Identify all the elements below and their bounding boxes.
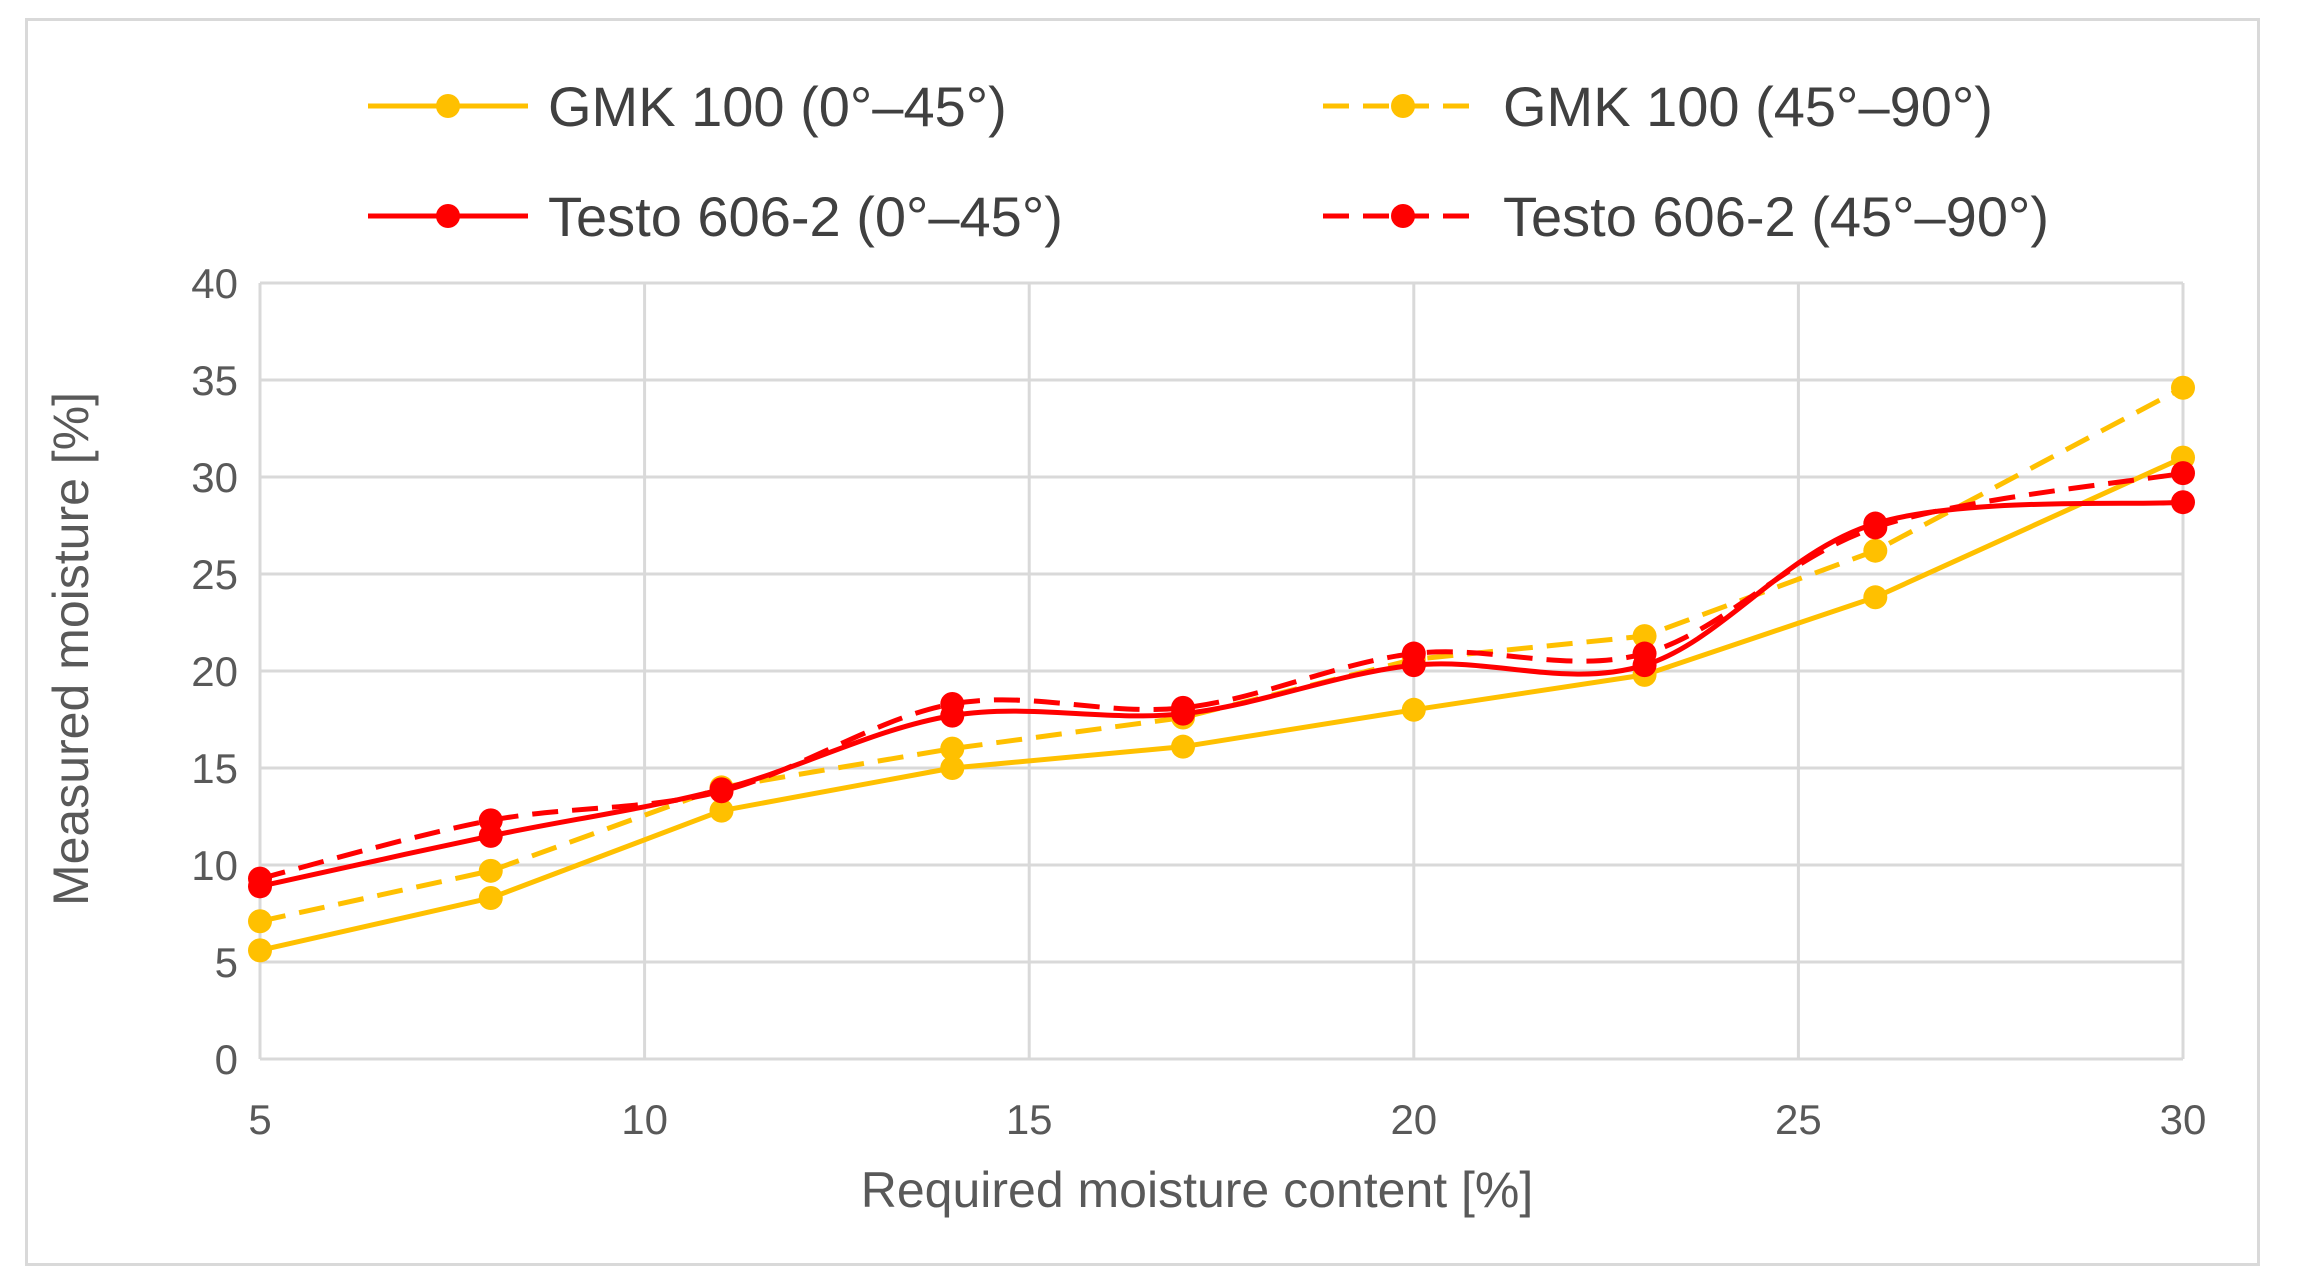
gridlines — [258, 281, 2185, 1061]
y-tick-label-1: 5 — [215, 939, 238, 986]
y-tick-label-6: 30 — [191, 454, 238, 501]
data-point-s3-4 — [1171, 695, 1196, 720]
series-line-0 — [259, 455, 2185, 953]
y-tick-label-8: 40 — [191, 260, 238, 307]
data-point-s1-7 — [1863, 538, 1888, 563]
x-tick-label-1: 10 — [621, 1096, 668, 1143]
legend-label-1: GMK 100 (45°–90°) — [1503, 75, 1993, 138]
data-point-s0-0 — [248, 938, 272, 963]
data-point-s0-5 — [1401, 697, 1426, 722]
series-2 — [248, 490, 2195, 899]
legend-label-3: Testo 606-2 (45°–90°) — [1503, 185, 2049, 248]
data-point-s3-6 — [1632, 641, 1657, 666]
y-axis-title: Measured moisture [%] — [43, 392, 99, 906]
y-tick-label-5: 25 — [191, 551, 238, 598]
legend-item-3: Testo 606-2 (45°–90°) — [1323, 185, 2049, 248]
data-point-s1-0 — [248, 909, 272, 934]
data-point-s3-3 — [940, 691, 965, 716]
series-line-3 — [259, 470, 2184, 882]
data-point-s0-1 — [478, 885, 503, 910]
x-tick-label-5: 30 — [2160, 1096, 2207, 1143]
x-tick-label-4: 25 — [1775, 1096, 1822, 1143]
data-point-s3-8 — [2171, 461, 2195, 486]
legend-swatch-marker-0 — [436, 94, 460, 118]
data-point-s1-3 — [940, 736, 965, 761]
legend-label-0: GMK 100 (0°–45°) — [548, 75, 1007, 138]
series-line-1 — [259, 385, 2185, 924]
x-tick-label-0: 5 — [248, 1096, 271, 1143]
y-tick-label-3: 15 — [191, 745, 238, 792]
series-1 — [248, 375, 2195, 934]
legend-item-0: GMK 100 (0°–45°) — [368, 75, 1007, 138]
legend-item-2: Testo 606-2 (0°–45°) — [368, 185, 1063, 248]
y-tick-label-4: 20 — [191, 648, 238, 695]
data-point-s0-3 — [940, 756, 965, 780]
data-point-s3-2 — [709, 779, 734, 804]
data-point-s2-8 — [2171, 490, 2195, 515]
legend: GMK 100 (0°–45°) GMK 100 (45°–90°) Testo 6… — [368, 75, 2049, 248]
legend-label-2: Testo 606-2 (0°–45°) — [548, 185, 1063, 248]
x-tick-label-2: 15 — [1006, 1096, 1053, 1143]
data-point-s1-1 — [478, 858, 503, 883]
data-point-s3-5 — [1401, 641, 1426, 666]
data-point-s0-7 — [1863, 585, 1888, 610]
data-point-s1-8 — [2171, 375, 2195, 400]
chart-frame: 0 5 10 15 20 25 30 35 40 5 10 15 20 25 30 GMK 100 (0°–… — [25, 18, 2260, 1266]
series-0 — [248, 445, 2195, 963]
y-tick-label-2: 10 — [191, 842, 238, 889]
x-axis-title: Required moisture content [%] — [861, 1162, 1534, 1218]
data-point-s3-7 — [1863, 515, 1888, 540]
legend-swatch-marker-1 — [1391, 94, 1415, 118]
data-point-s0-2 — [709, 798, 734, 823]
x-tick-label-3: 20 — [1390, 1096, 1437, 1143]
legend-swatch-marker-2 — [436, 204, 460, 228]
series-line-2 — [259, 499, 2184, 889]
y-tick-label-0: 0 — [215, 1036, 238, 1083]
series-3 — [248, 461, 2195, 891]
legend-swatch-marker-3 — [1391, 204, 1415, 228]
series-lines — [248, 375, 2195, 963]
data-point-s3-1 — [478, 808, 503, 833]
legend-item-1: GMK 100 (45°–90°) — [1323, 75, 1993, 138]
data-point-s3-0 — [248, 866, 272, 891]
data-point-s0-4 — [1171, 734, 1196, 759]
y-tick-label-7: 35 — [191, 357, 238, 404]
data-point-s1-6 — [1632, 624, 1657, 649]
